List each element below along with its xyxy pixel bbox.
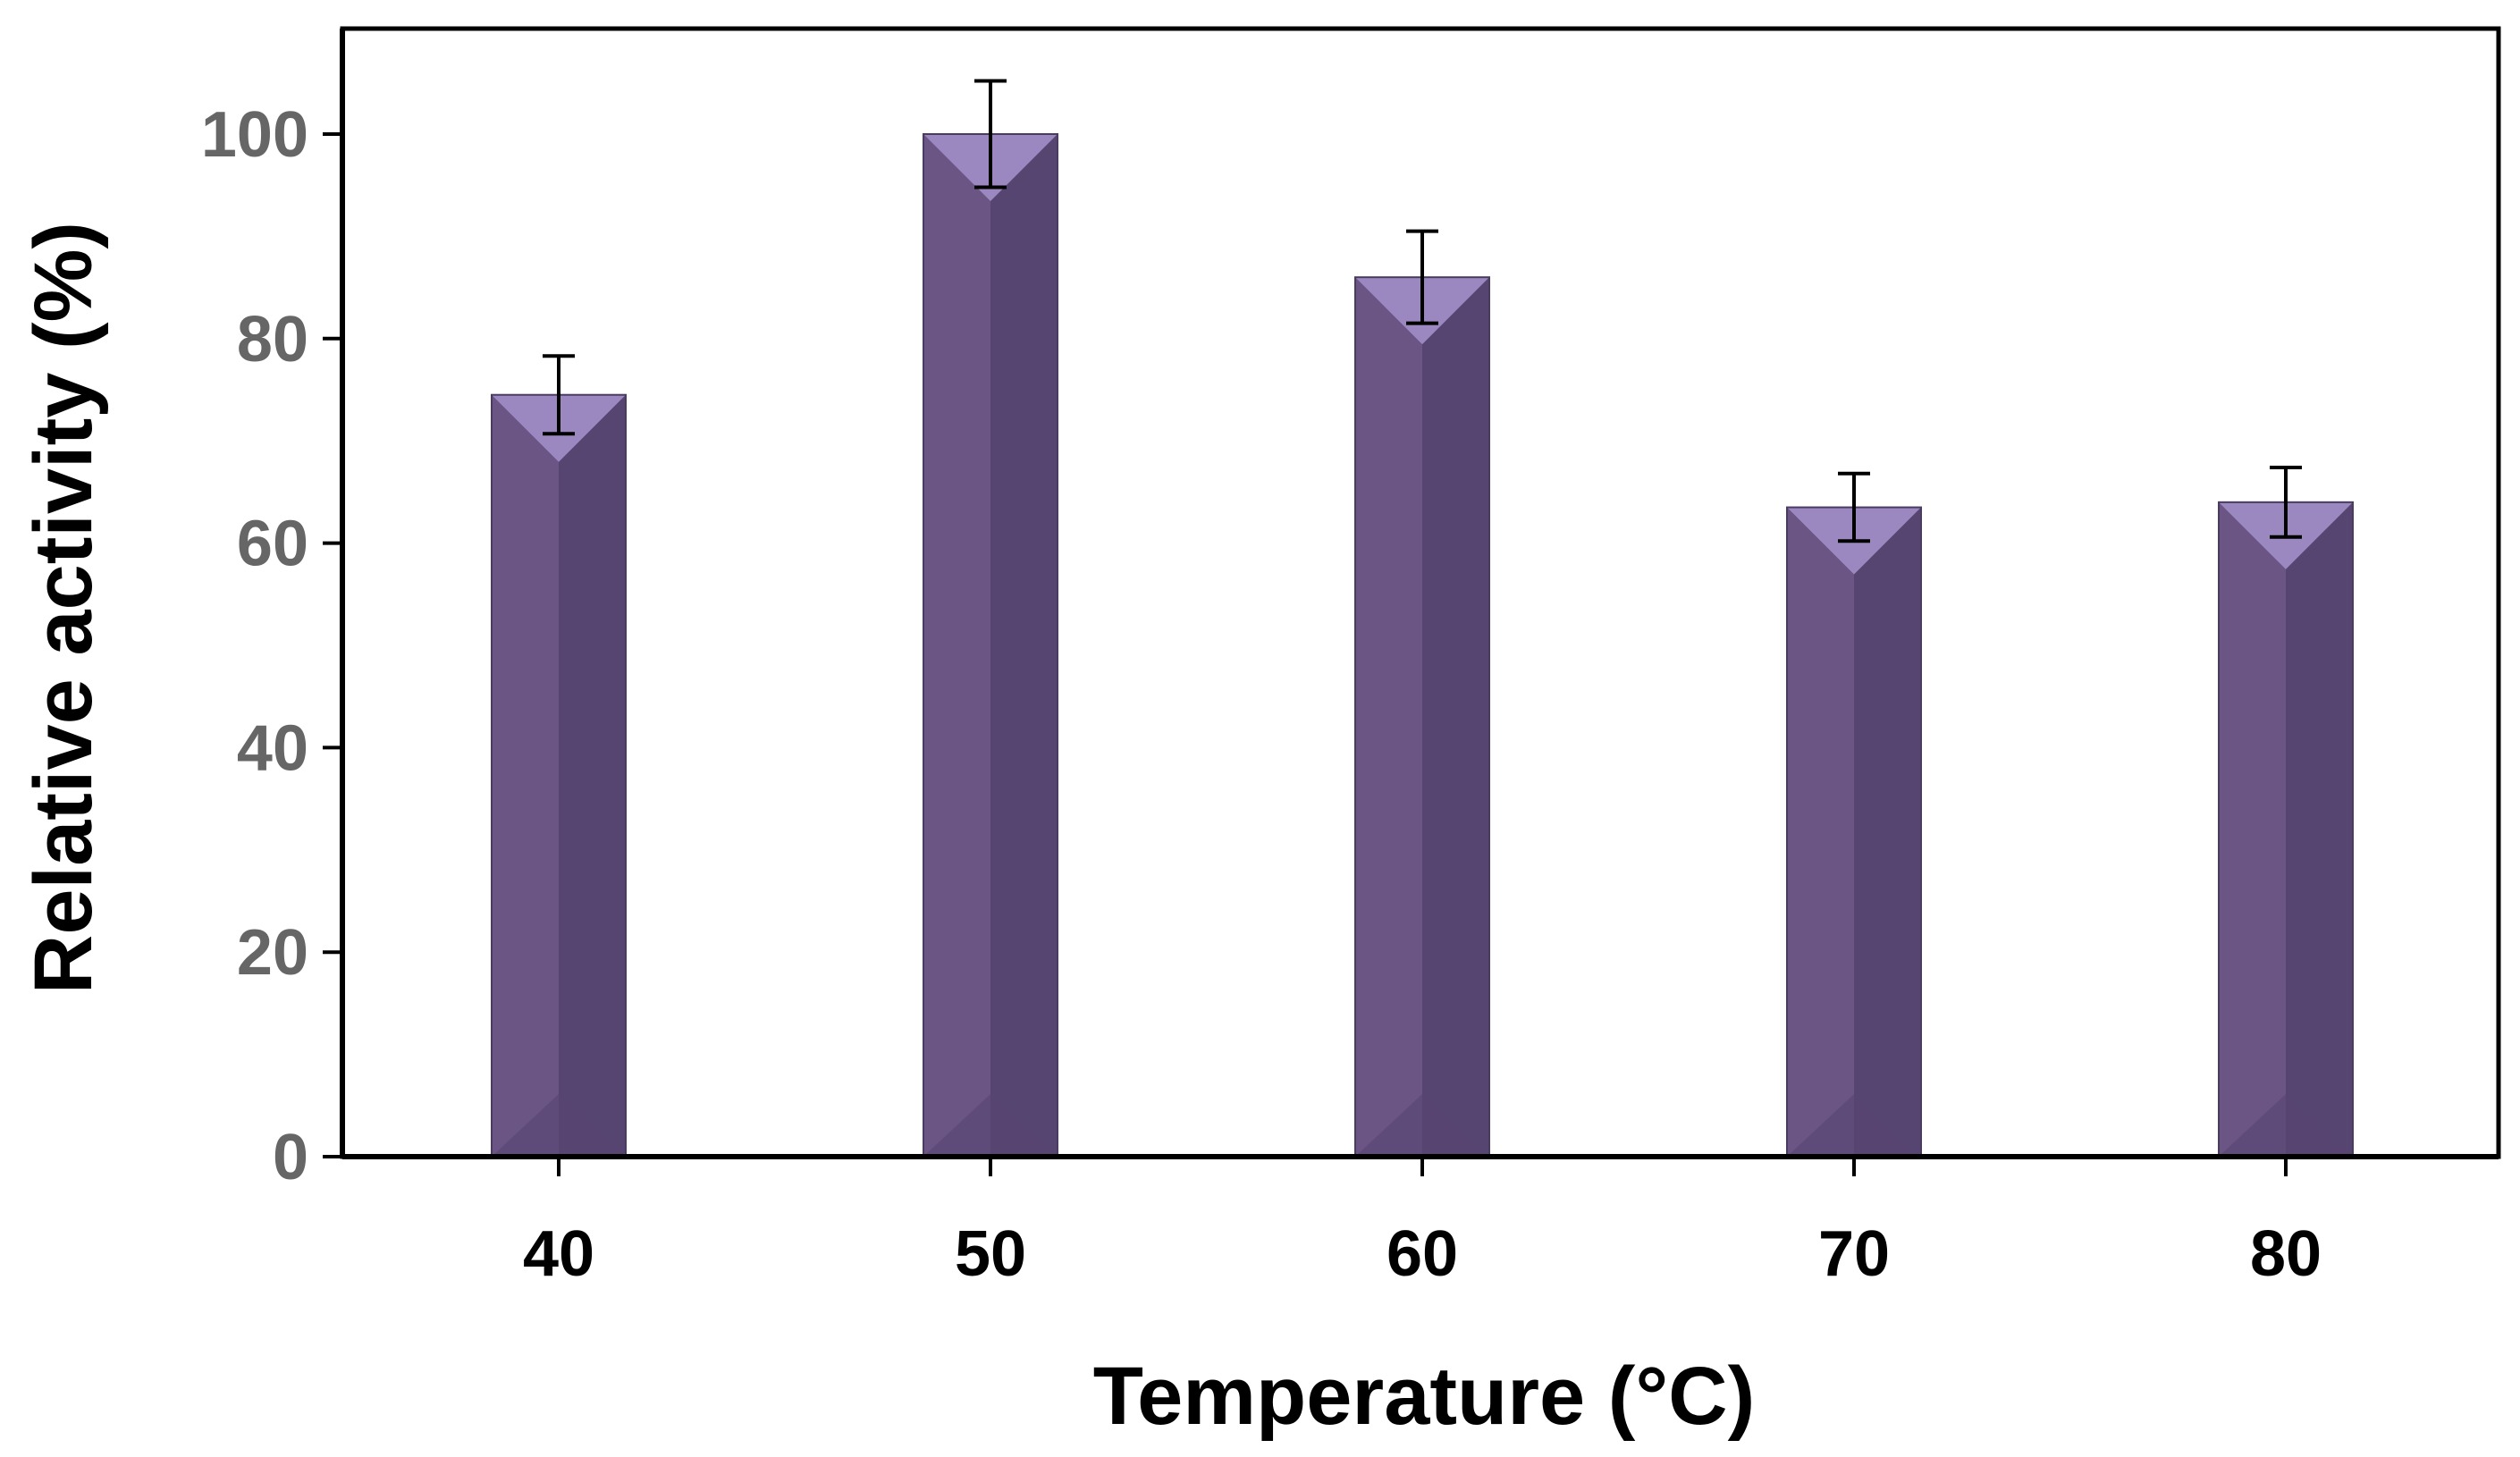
error-bar-70 xyxy=(1838,471,1870,543)
x-tick-label: 60 xyxy=(1386,1218,1458,1290)
bar-shade xyxy=(990,134,1058,1157)
error-bar-40 xyxy=(543,354,575,436)
x-tick-label: 70 xyxy=(1818,1218,1890,1290)
bar-shade xyxy=(1854,507,1921,1157)
bar-shade xyxy=(559,394,626,1158)
y-axis: 0 20 40 60 80 100 xyxy=(201,29,345,1193)
x-axis-title: Temperature (°C) xyxy=(1093,1351,1756,1442)
bar-60 xyxy=(1354,276,1490,1158)
error-bars-layer xyxy=(543,79,2302,543)
x-axis: 40 50 60 70 80 xyxy=(342,1154,2499,1290)
error-bar-80 xyxy=(2270,465,2302,539)
bar-bevel-bottom xyxy=(1355,1094,1489,1157)
y-tick-label: 20 xyxy=(237,917,308,989)
bar-bevel-bottom xyxy=(923,1094,1058,1157)
bar-shade xyxy=(1422,277,1489,1157)
y-tick-label: 80 xyxy=(237,304,308,375)
bar-bevel-bottom xyxy=(1787,1094,1921,1157)
bar-40 xyxy=(491,393,627,1158)
x-tick-label: 80 xyxy=(2250,1218,2322,1290)
y-tick-label: 0 xyxy=(273,1122,308,1193)
error-bar-60 xyxy=(1406,229,1438,325)
bar-bevel-bottom xyxy=(492,1094,626,1157)
y-tick-label: 100 xyxy=(201,99,308,171)
bar-80 xyxy=(2218,501,2354,1158)
bar-bevel-bottom xyxy=(2219,1094,2353,1157)
y-tick-label: 60 xyxy=(237,509,308,580)
bars-layer xyxy=(491,133,2354,1158)
bar-70 xyxy=(1786,506,1922,1158)
x-tick-label: 50 xyxy=(955,1218,1026,1290)
bar-50 xyxy=(923,133,1058,1158)
bar-shade xyxy=(2286,501,2353,1157)
x-tick-label: 40 xyxy=(523,1218,594,1290)
y-tick-label: 40 xyxy=(237,712,308,784)
y-axis-title: Relative activity (%) xyxy=(18,222,109,994)
error-bar-50 xyxy=(974,79,1007,189)
